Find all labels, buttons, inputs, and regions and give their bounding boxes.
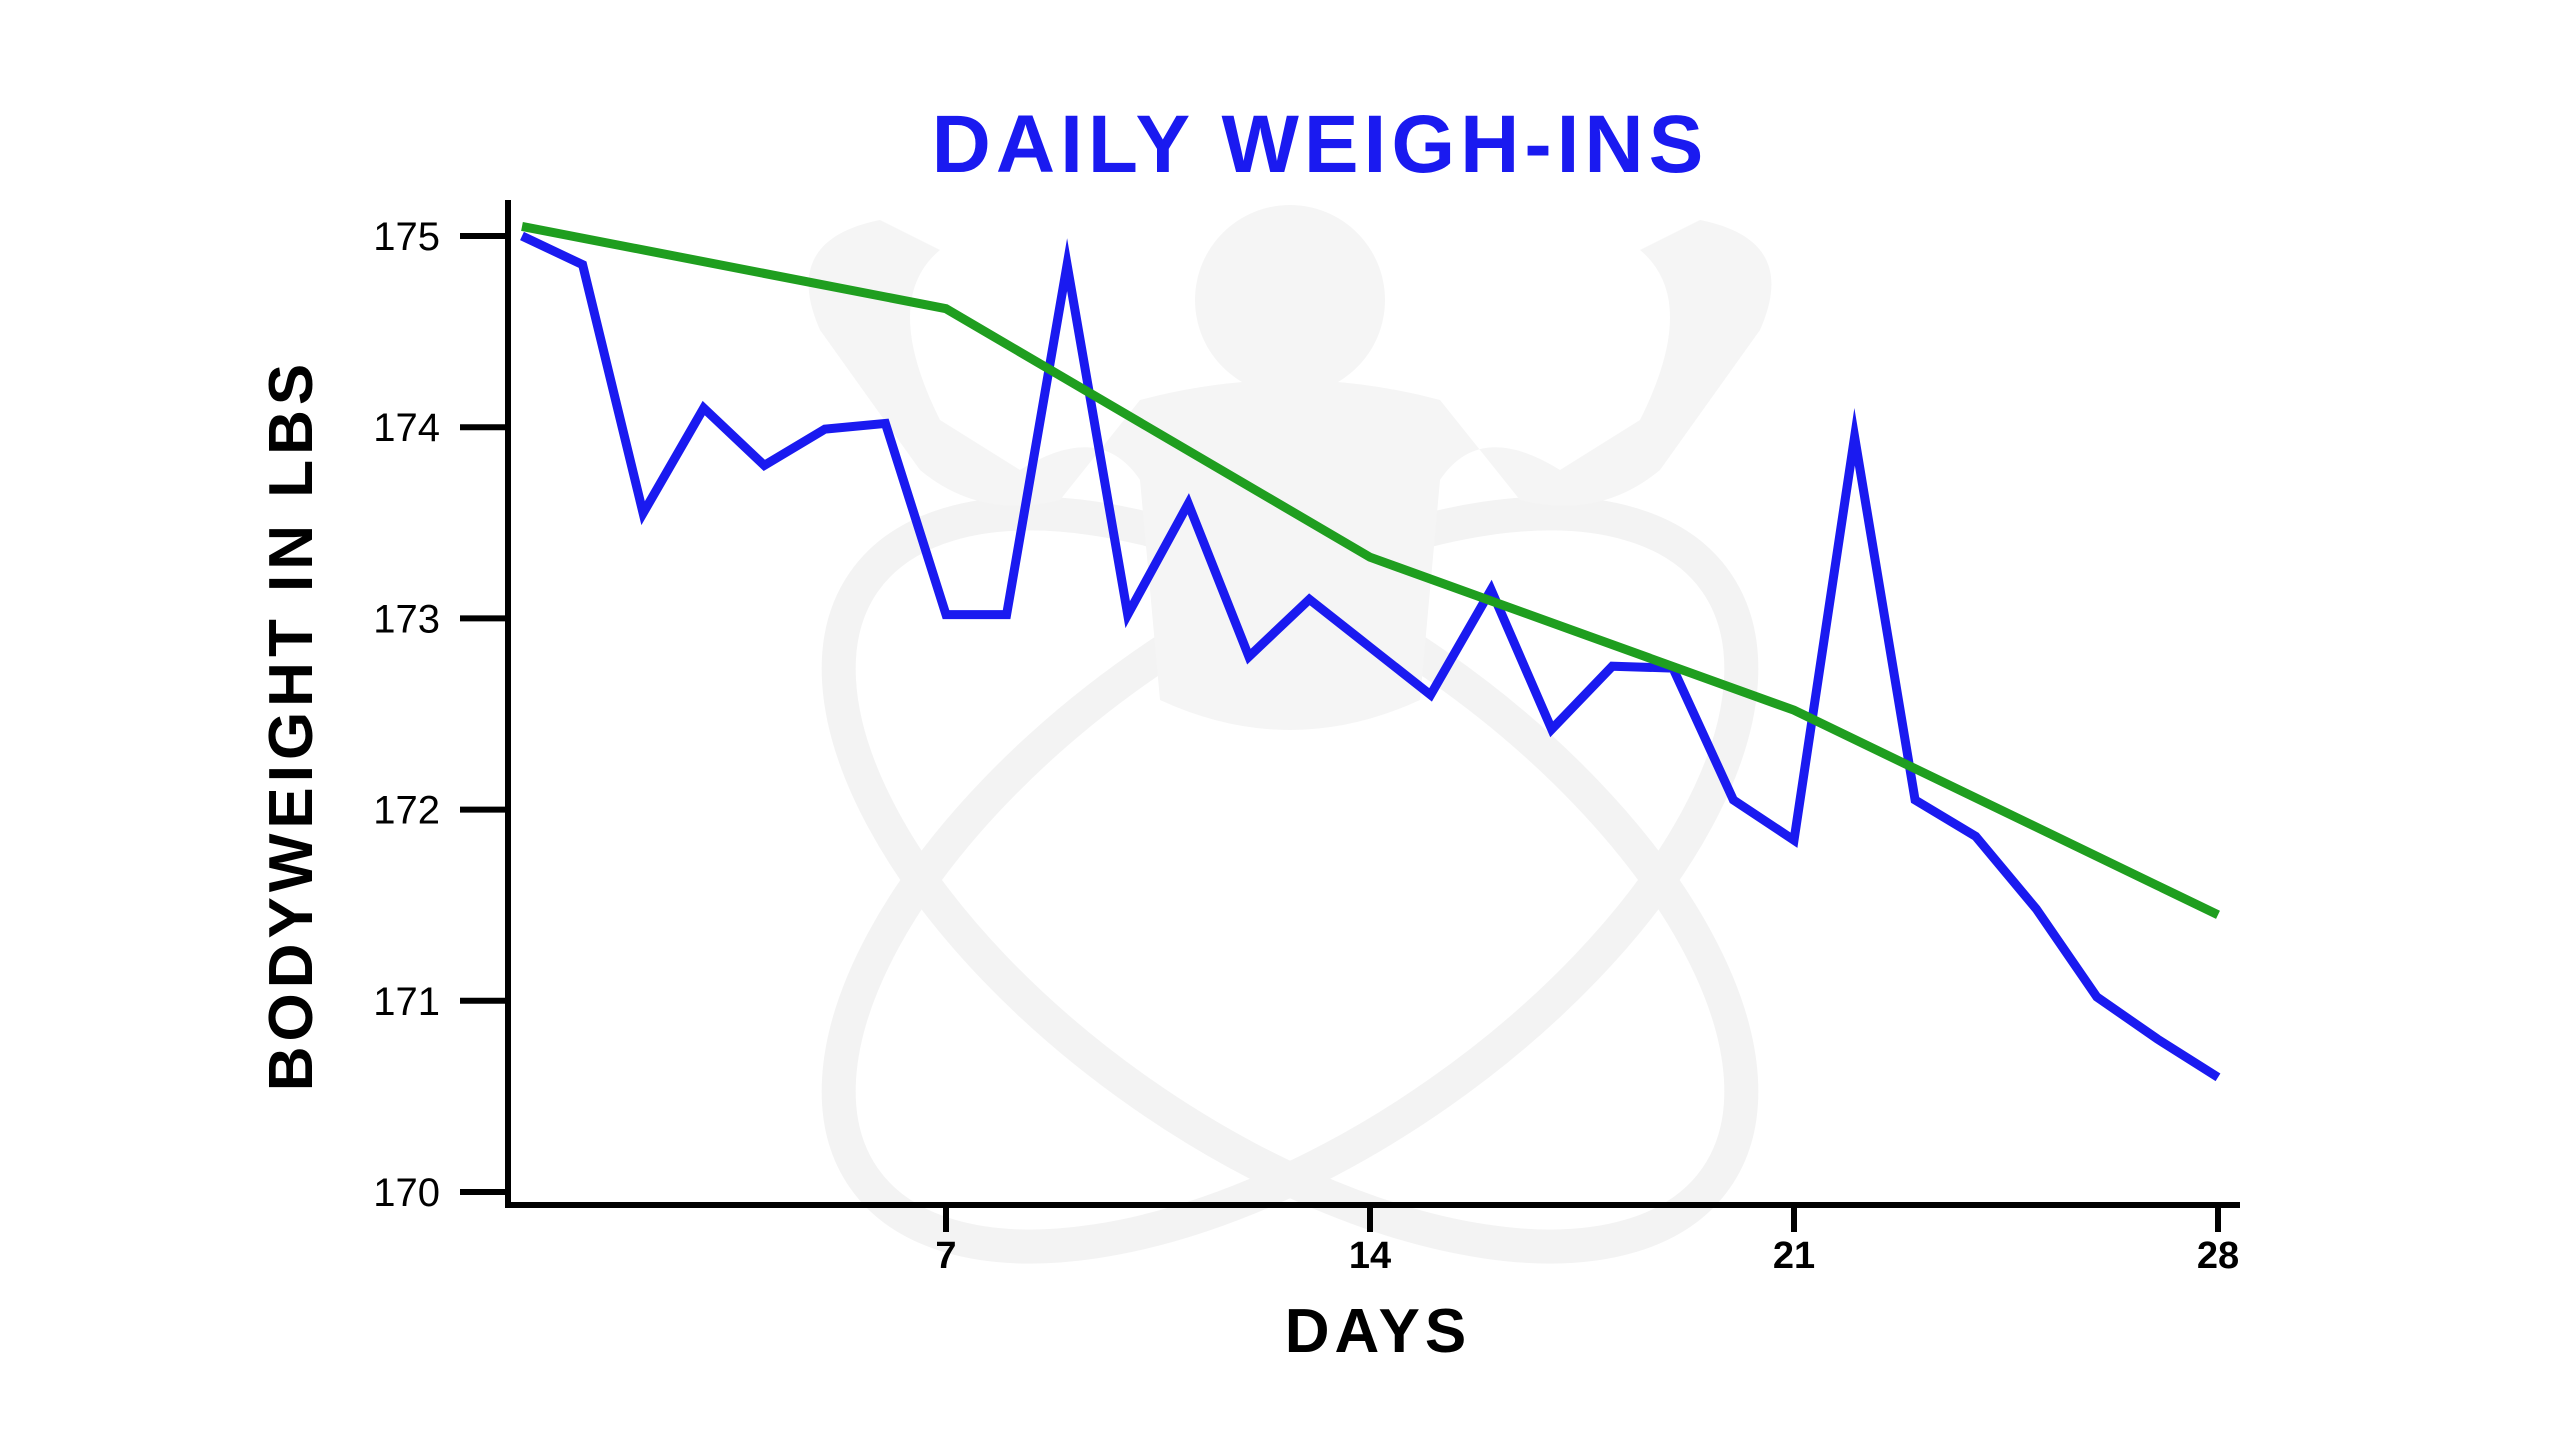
watermark-logo bbox=[821, 496, 1759, 1264]
x-tick-label: 14 bbox=[1349, 1235, 1391, 1277]
y-axis-label: BODYWEIGHT IN LBS bbox=[257, 359, 326, 1092]
x-tick-label: 21 bbox=[1773, 1235, 1815, 1277]
y-tick-label: 173 bbox=[373, 597, 440, 641]
y-tick-label: 171 bbox=[373, 980, 440, 1024]
y-tick-label: 175 bbox=[373, 215, 440, 259]
x-tick-label: 7 bbox=[935, 1235, 956, 1277]
x-axis-label: DAYS bbox=[1285, 1297, 1472, 1366]
x-tick-label: 28 bbox=[2197, 1235, 2239, 1277]
chart-title: DAILY WEIGH-INS bbox=[932, 99, 1709, 190]
y-tick-label: 174 bbox=[373, 406, 440, 450]
y-tick-label: 172 bbox=[373, 789, 440, 833]
y-tick-label: 170 bbox=[373, 1171, 440, 1215]
watermark-figure bbox=[808, 205, 1772, 730]
